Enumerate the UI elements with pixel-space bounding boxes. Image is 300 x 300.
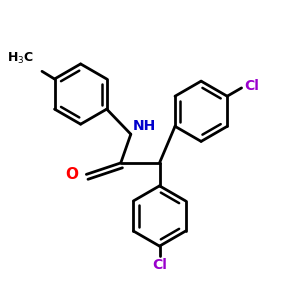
Text: Cl: Cl	[152, 258, 167, 272]
Text: NH: NH	[132, 119, 155, 134]
Text: O: O	[65, 167, 78, 182]
Text: Cl: Cl	[244, 80, 259, 94]
Text: H$_3$C: H$_3$C	[7, 50, 33, 66]
